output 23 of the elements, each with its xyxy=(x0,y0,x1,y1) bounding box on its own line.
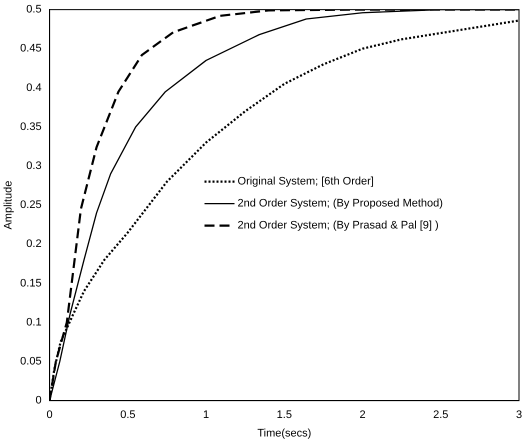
y-tick-label: 0.1 xyxy=(26,316,42,328)
y-tick-label: 0.45 xyxy=(20,42,42,55)
x-tick-label: 1 xyxy=(203,409,210,422)
y-tick-label: 0.2 xyxy=(26,238,42,250)
legend-label: 2nd Order System; (By Proposed Method) xyxy=(238,198,443,210)
x-tick-label: 2.5 xyxy=(433,409,448,422)
y-tick-label: 0 xyxy=(35,394,42,407)
x-axis-title: Time(secs) xyxy=(257,427,312,440)
y-tick-label: 0.35 xyxy=(20,120,42,133)
y-tick-label: 0.05 xyxy=(20,356,42,368)
y-tick-label: 0.15 xyxy=(20,277,42,290)
x-tick-label: 3 xyxy=(516,409,522,422)
y-tick-label: 0.25 xyxy=(20,199,42,212)
y-tick-label: 0.3 xyxy=(26,160,42,172)
x-tick-label: 0.5 xyxy=(120,409,136,422)
y-tick-label: 0.5 xyxy=(26,4,42,16)
legend-label: 2nd Order System; (By Prasad & Pal [9] ) xyxy=(238,220,439,232)
x-tick-label: 0 xyxy=(46,409,53,422)
y-tick-label: 0.4 xyxy=(26,82,42,94)
x-tick-label: 2 xyxy=(359,409,366,422)
x-tick-label: 1.5 xyxy=(276,409,292,422)
y-axis-title: Amplitude xyxy=(2,180,15,230)
legend-label: Original System; [6th Order] xyxy=(238,176,374,188)
